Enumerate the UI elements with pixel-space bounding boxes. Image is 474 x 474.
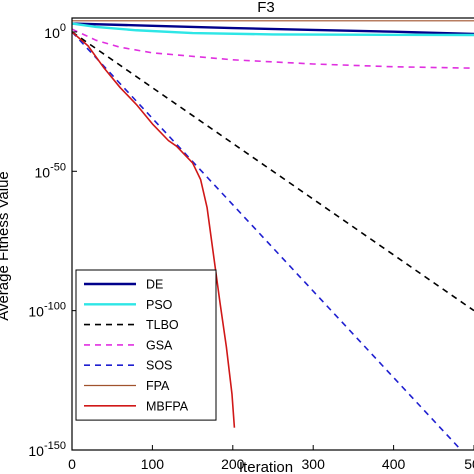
legend-label-mbfpa: MBFPA [146, 399, 189, 413]
legend-label-sos: SOS [146, 359, 172, 373]
legend-label-pso: PSO [146, 298, 173, 312]
y-tick-label: 10-50 [35, 161, 66, 180]
plot-frame [71, 17, 474, 451]
x-tick-label: 100 [141, 456, 165, 472]
series-line-gsa [72, 28, 474, 69]
y-tick-label: 100 [44, 22, 66, 41]
x-tick-label: 300 [302, 456, 326, 472]
axes: 0 100 200 300 400 50 100 10-50 10-100 10-150 [28, 17, 474, 472]
legend: DE PSO TLBO GSA SOS FPA MBFPA [75, 269, 217, 421]
y-tick-label: 10-100 [28, 301, 66, 320]
series-line-pso [72, 22, 474, 37]
legend-label-tlbo: TLBO [146, 318, 179, 332]
x-tick-label: 50 [464, 456, 474, 472]
x-axis-label: Iteration [239, 459, 293, 474]
series-line-de [72, 22, 474, 36]
chart-title: F3 [257, 0, 275, 16]
x-tick-label: 0 [68, 456, 76, 472]
legend-label-gsa: GSA [146, 338, 173, 352]
x-tick-label: 400 [382, 456, 406, 472]
x-tick-label: 200 [221, 456, 245, 472]
plot-lines [72, 20, 474, 450]
legend-label-fpa: FPA [146, 379, 170, 393]
series-line-tlbo [72, 31, 474, 312]
series-line-mbfpa [72, 31, 236, 428]
y-axis-label: Average Fitness Value [0, 171, 12, 321]
y-tick-label: 10-150 [28, 440, 66, 459]
legend-label-de: DE [146, 278, 163, 292]
